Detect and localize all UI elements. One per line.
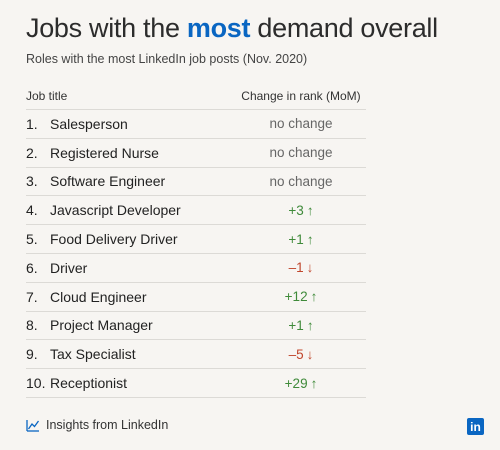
arrow-up-icon: ↑ — [310, 289, 318, 305]
row-job-title: Cloud Engineer — [50, 288, 147, 305]
trend-line-icon — [26, 419, 40, 432]
footer-source-text: Insights from LinkedIn — [46, 418, 169, 432]
row-change-value: +29 — [284, 375, 308, 391]
table-row: 7. Cloud Engineer +12 ↑ — [26, 283, 366, 312]
row-rank: 6. — [26, 259, 38, 276]
row-rank: 1. — [26, 115, 38, 132]
row-change: +1 ↑ — [236, 318, 366, 333]
row-change-value: no change — [269, 173, 333, 189]
row-change: –5 ↓ — [236, 347, 366, 362]
row-change: +3 ↑ — [236, 203, 366, 218]
row-change: +12 ↑ — [236, 289, 366, 304]
row-rank: 10. — [26, 375, 46, 392]
title-pre: Jobs with the — [26, 13, 187, 43]
row-rank: 9. — [26, 346, 38, 363]
row-job-title: Software Engineer — [50, 173, 166, 190]
jobs-table: Job title Change in rank (MoM) 1. Salespe… — [26, 82, 366, 398]
row-change: +1 ↑ — [236, 232, 366, 247]
chart-title: Jobs with the most demand overall — [26, 13, 438, 44]
table-body: 1. Salesperson no change 2. Registered Nurse… — [26, 110, 366, 398]
table-row: 3. Software Engineer no change — [26, 168, 366, 197]
row-rank: 3. — [26, 173, 38, 190]
row-change: +29 ↑ — [236, 376, 366, 391]
table-header: Job title Change in rank (MoM) — [26, 82, 366, 110]
table-row: 2. Registered Nurse no change — [26, 139, 366, 168]
row-job-title: Driver — [50, 259, 88, 276]
row-job-title: Project Manager — [50, 317, 153, 334]
row-change-value: no change — [269, 145, 333, 161]
arrow-down-icon: ↓ — [306, 346, 314, 362]
linkedin-logo: in — [467, 418, 484, 435]
row-change: no change — [236, 145, 366, 160]
row-change: –1 ↓ — [236, 260, 366, 275]
row-job-title: Javascript Developer — [50, 202, 181, 219]
arrow-up-icon: ↑ — [306, 231, 314, 247]
table-row: 8. Project Manager +1 ↑ — [26, 312, 366, 341]
title-highlight: most — [186, 13, 251, 43]
row-change-value: +1 — [288, 231, 304, 247]
row-change-value: +1 — [288, 317, 304, 333]
row-rank: 4. — [26, 202, 38, 219]
table-row: 4. Javascript Developer +3 ↑ — [26, 196, 366, 226]
table-row: 5. Food Delivery Driver +1 ↑ — [26, 225, 366, 254]
arrow-up-icon: ↑ — [306, 202, 314, 218]
row-rank: 7. — [26, 288, 38, 305]
row-change: no change — [236, 174, 366, 189]
column-header-job-title: Job title — [26, 88, 68, 103]
footer-source: Insights from LinkedIn — [26, 418, 168, 432]
row-change-value: +3 — [288, 202, 304, 218]
column-header-change: Change in rank (MoM) — [241, 88, 361, 103]
arrow-down-icon: ↓ — [306, 260, 314, 276]
row-change-value: +12 — [284, 289, 308, 305]
table-row: 6. Driver –1 ↓ — [26, 254, 366, 283]
arrow-up-icon: ↑ — [306, 317, 314, 333]
chart-subtitle: Roles with the most LinkedIn job posts (… — [26, 52, 308, 66]
row-rank: 5. — [26, 231, 38, 248]
row-rank: 8. — [26, 317, 38, 334]
row-rank: 2. — [26, 144, 38, 161]
row-job-title: Salesperson — [50, 115, 128, 132]
table-row: 9. Tax Specialist –5 ↓ — [26, 340, 366, 370]
row-job-title: Food Delivery Driver — [50, 231, 178, 248]
row-change: no change — [236, 116, 366, 131]
table-row: 1. Salesperson no change — [26, 110, 366, 139]
title-post: demand overall — [250, 13, 438, 43]
row-change-value: –1 — [288, 260, 304, 276]
row-job-title: Receptionist — [50, 375, 128, 392]
arrow-up-icon: ↑ — [310, 375, 318, 391]
row-change-value: –5 — [288, 346, 304, 362]
row-job-title: Tax Specialist — [50, 346, 136, 363]
row-change-value: no change — [269, 116, 333, 132]
table-row: 10. Receptionist +29 ↑ — [26, 369, 366, 398]
row-job-title: Registered Nurse — [50, 144, 159, 161]
